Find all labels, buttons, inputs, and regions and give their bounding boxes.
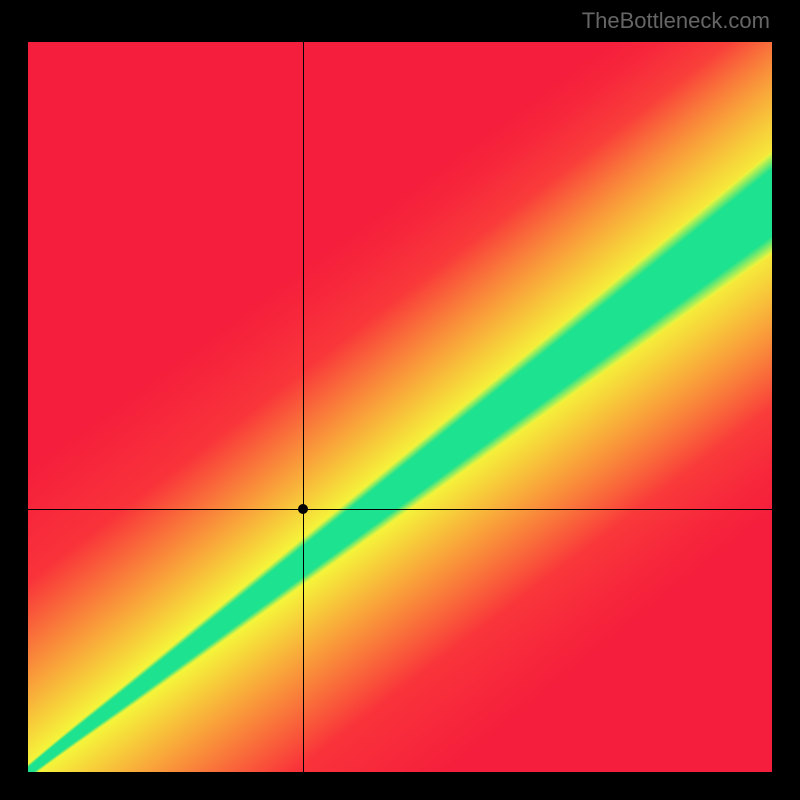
bottleneck-heatmap (28, 42, 772, 772)
crosshair-horizontal (28, 509, 772, 510)
selection-marker (298, 504, 308, 514)
watermark-text: TheBottleneck.com (582, 8, 770, 34)
crosshair-vertical (303, 42, 304, 772)
heatmap-canvas (28, 42, 772, 772)
